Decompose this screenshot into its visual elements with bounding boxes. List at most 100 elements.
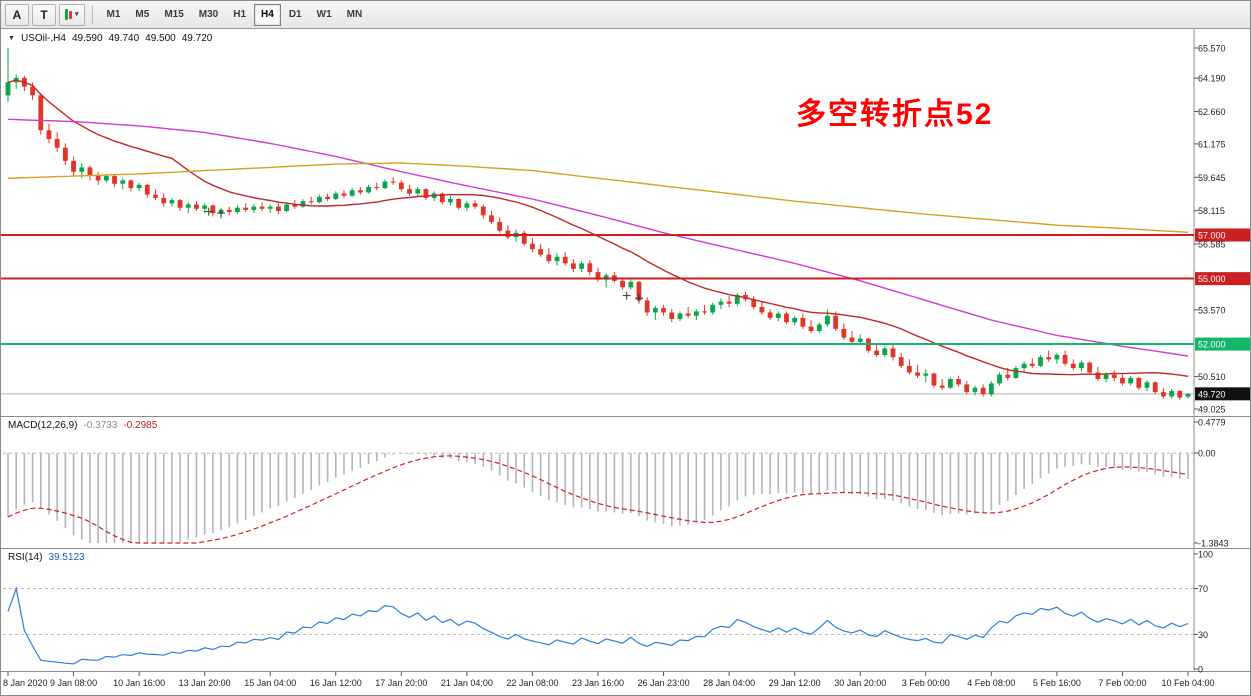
x-axis-label: 29 Jan 12:00	[769, 678, 821, 688]
x-axis-label: 21 Jan 04:00	[441, 678, 493, 688]
candle-body	[136, 184, 142, 189]
timeframe-button-d1[interactable]: D1	[282, 4, 309, 26]
x-axis-label: 8 Jan 2020	[3, 678, 48, 688]
candle-body	[956, 378, 961, 385]
candle-body	[964, 384, 970, 393]
candle-body	[562, 256, 568, 264]
candle-body	[980, 387, 986, 395]
candle-body	[997, 374, 1002, 384]
candle-body	[472, 203, 478, 207]
timeframe-button-m1[interactable]: M1	[100, 4, 128, 26]
candle-body	[1062, 354, 1068, 364]
candle-body	[923, 373, 929, 376]
candle-body	[1136, 377, 1142, 388]
x-axis-label: 17 Jan 20:00	[375, 678, 427, 688]
timeframe-button-m15[interactable]: M15	[157, 4, 190, 26]
timeframe-button-h4[interactable]: H4	[254, 3, 281, 26]
rsi-tick-label: 0	[1198, 665, 1203, 675]
candle-body	[603, 275, 609, 280]
candle-body	[54, 138, 60, 148]
candle-body	[259, 206, 265, 209]
candle-body	[1111, 374, 1117, 378]
rsi-name: RSI(14)	[8, 552, 43, 563]
candle-body	[759, 306, 765, 313]
x-axis-label: 13 Jan 20:00	[179, 678, 231, 688]
timeframe-button-w1[interactable]: W1	[310, 4, 339, 26]
price-badge-label: 57.000	[1198, 230, 1226, 240]
plus-marker[interactable]	[634, 294, 643, 303]
candle-body	[415, 189, 421, 194]
timeframe-button-mn[interactable]: MN	[340, 4, 370, 26]
candle-body	[931, 373, 937, 386]
candle-body	[128, 180, 134, 189]
candle-body	[112, 176, 117, 184]
rsi-label: RSI(14) 39.5123	[8, 552, 85, 563]
macd-tick-label: 0.4779	[1198, 418, 1226, 428]
candle-body	[1095, 372, 1101, 379]
price-tick-label: 56.585	[1198, 240, 1226, 250]
candle-body	[316, 196, 322, 203]
candle-body	[300, 201, 306, 207]
candle-body	[161, 197, 167, 204]
candle-body	[1087, 362, 1093, 373]
candle-body	[718, 301, 724, 305]
chevron-down-icon: ▾	[75, 11, 79, 18]
candle-body	[505, 230, 511, 238]
plus-marker[interactable]	[204, 207, 213, 216]
plus-marker[interactable]	[217, 209, 226, 218]
ma-fast-line	[7, 79, 1189, 377]
candle-body	[988, 383, 994, 395]
rsi-tick-label: 30	[1198, 630, 1208, 640]
candle-body	[1005, 374, 1011, 378]
candle-body	[1128, 377, 1134, 384]
x-axis-label: 4 Feb 08:00	[967, 678, 1015, 688]
candle-body	[833, 315, 839, 329]
candle-body	[243, 207, 249, 210]
macd-label: MACD(12,26,9) -0.3733 -0.2985	[8, 420, 157, 431]
candle-body	[636, 281, 642, 301]
candle-body	[767, 312, 773, 318]
chart-mode-button[interactable]: ▾	[59, 3, 85, 26]
candle-body	[407, 189, 412, 194]
candle-body	[210, 205, 216, 214]
price-tick-label: 53.570	[1198, 305, 1226, 315]
candle-body	[652, 308, 658, 313]
candle-body	[792, 317, 798, 323]
high-value: 49.740	[108, 33, 140, 44]
candle-body	[734, 294, 740, 304]
candle-body	[1013, 368, 1019, 378]
x-axis-label: 10 Feb 04:00	[1161, 678, 1214, 688]
candle-body	[251, 206, 257, 210]
plus-marker[interactable]	[622, 291, 631, 300]
x-axis-label: 16 Jan 12:00	[310, 678, 362, 688]
pointer-tool-button[interactable]: A	[5, 3, 29, 26]
candle-body	[751, 299, 757, 307]
timeframe-button-m30[interactable]: M30	[192, 4, 225, 26]
text-tool-button[interactable]: T	[32, 3, 56, 26]
timeframe-button-m5[interactable]: M5	[128, 4, 156, 26]
candle-body	[103, 176, 109, 181]
x-axis-label: 30 Jan 20:00	[834, 678, 886, 688]
candle-body	[177, 200, 183, 208]
collapse-triangle-icon[interactable]: ▼	[8, 35, 15, 42]
candle-body	[390, 181, 396, 183]
open-value: 49.590	[71, 33, 103, 44]
candle-body	[521, 232, 527, 244]
candle-body	[628, 281, 634, 288]
candle-body	[95, 176, 101, 181]
close-value: 49.720	[181, 33, 213, 44]
timeframe-button-h1[interactable]: H1	[226, 4, 253, 26]
rsi-tick-label: 70	[1198, 584, 1208, 594]
candle-body	[890, 348, 896, 358]
candle-body	[284, 204, 290, 211]
candle-body	[841, 328, 847, 338]
chart-canvas[interactable]: 57.000 55.000 52.000 49.720 65.570 64.190 62.6…	[1, 29, 1251, 696]
candle-body	[30, 86, 35, 96]
price-tick-label: 61.175	[1198, 139, 1226, 149]
chart-annotation-text[interactable]: 多空转折点52	[796, 98, 994, 131]
candle-body	[71, 160, 76, 172]
macd-signal-line	[7, 455, 1189, 544]
candle-body	[185, 204, 191, 208]
rsi-line	[7, 586, 1189, 665]
candle-body	[857, 338, 863, 342]
